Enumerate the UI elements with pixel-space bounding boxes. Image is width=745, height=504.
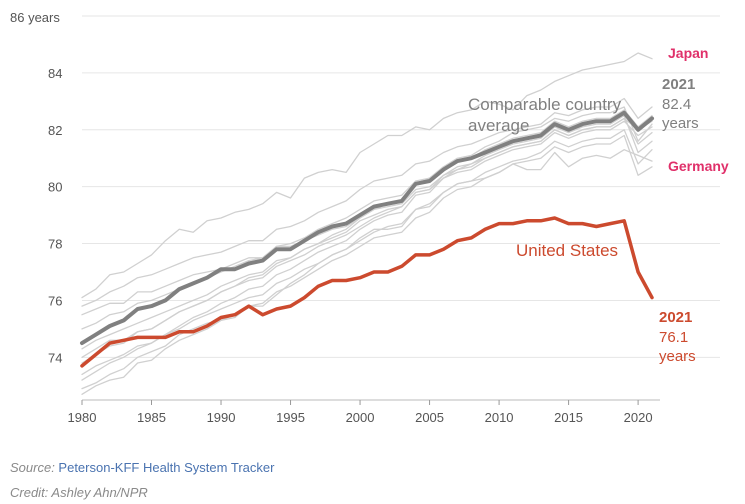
annotation-japan: Japan [668,45,708,61]
series-line-japan [81,52,653,299]
x-tick-label-1980: 1980 [68,410,97,425]
x-tick-label-1990: 1990 [207,410,236,425]
highlight-lines [80,110,654,368]
x-tick-label-1985: 1985 [137,410,166,425]
y-axis-top-label: 86 years [10,10,60,25]
x-tick-label-2010: 2010 [485,410,514,425]
series-line-country-2 [81,97,653,307]
series-line-country-5 [81,117,653,381]
annotation-us-value: 76.1 [659,329,688,346]
x-axis-ticks: 1980 1985 1990 1995 2000 2005 2010 2015 2020 [68,399,660,425]
x-tick-label-2005: 2005 [415,410,444,425]
annotation-avg-unit: years [662,115,699,132]
annotation-us-year: 2021 [659,309,692,326]
x-tick-label-2015: 2015 [554,410,583,425]
annotation-avg-label-line2: average [468,116,529,135]
annotation-avg-value: 82.4 [662,96,691,113]
series-line-country-9 [81,129,653,376]
series-line-country-6 [81,120,653,350]
series-line-comparable-country-average [80,110,654,346]
series-line-germany [81,149,653,390]
source-prefix: Source: [10,460,59,475]
series-line-country-10 [81,134,653,395]
y-tick-label-82: 82 [48,123,62,138]
annotation-us-unit: years [659,348,696,365]
source-link[interactable]: Peterson-KFF Health System Tracker [58,460,275,475]
y-tick-label-74: 74 [48,350,62,365]
x-tick-label-1995: 1995 [276,410,305,425]
series-line-country-7 [81,114,653,364]
y-tick-label-80: 80 [48,180,62,195]
comparable-country-lines [81,52,653,395]
y-tick-label-84: 84 [48,66,62,81]
source-credit-line: Source: Peterson-KFF Health System Track… [10,460,274,475]
y-tick-label-76: 76 [48,293,62,308]
annotation-avg-year: 2021 [662,76,695,93]
y-tick-label-78: 78 [48,237,62,252]
annotation-avg-label-line1: Comparable country [468,95,622,114]
photo-credit-line: Credit: Ashley Ahn/NPR [10,485,148,500]
annotation-germany: Germany [668,158,729,174]
grid-lines [82,15,720,358]
annotation-us-label: United States [516,241,618,260]
series-line-country-8 [81,109,653,330]
series-line-united-states [80,216,654,368]
x-tick-label-2020: 2020 [624,410,653,425]
x-tick-label-2000: 2000 [346,410,375,425]
life-expectancy-chart: 74 76 78 80 82 84 1980 1985 1990 1995 2000 2005 201… [10,10,729,425]
y-axis-ticks: 74 76 78 80 82 84 [48,66,62,365]
